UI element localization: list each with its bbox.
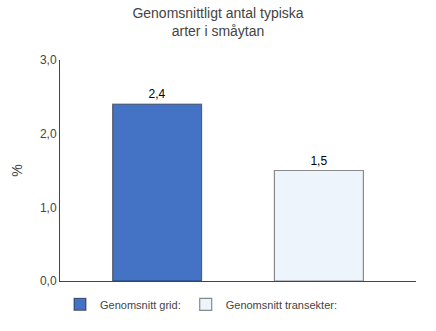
svg-text:0,0: 0,0 xyxy=(40,274,57,288)
svg-text:2,0: 2,0 xyxy=(40,127,57,141)
svg-text:3,0: 3,0 xyxy=(40,53,57,67)
svg-text:Genomsnitt transekter:: Genomsnitt transekter: xyxy=(226,299,337,311)
svg-text:Genomsnittligt antal typiskaar: Genomsnittligt antal typiskaarter i småy… xyxy=(132,5,303,39)
svg-text:%: % xyxy=(9,164,25,176)
svg-text:2,4: 2,4 xyxy=(149,87,166,101)
svg-text:Genomsnitt grid:: Genomsnitt grid: xyxy=(100,299,181,311)
svg-text:1,0: 1,0 xyxy=(40,201,57,215)
svg-text:1,5: 1,5 xyxy=(310,154,327,168)
